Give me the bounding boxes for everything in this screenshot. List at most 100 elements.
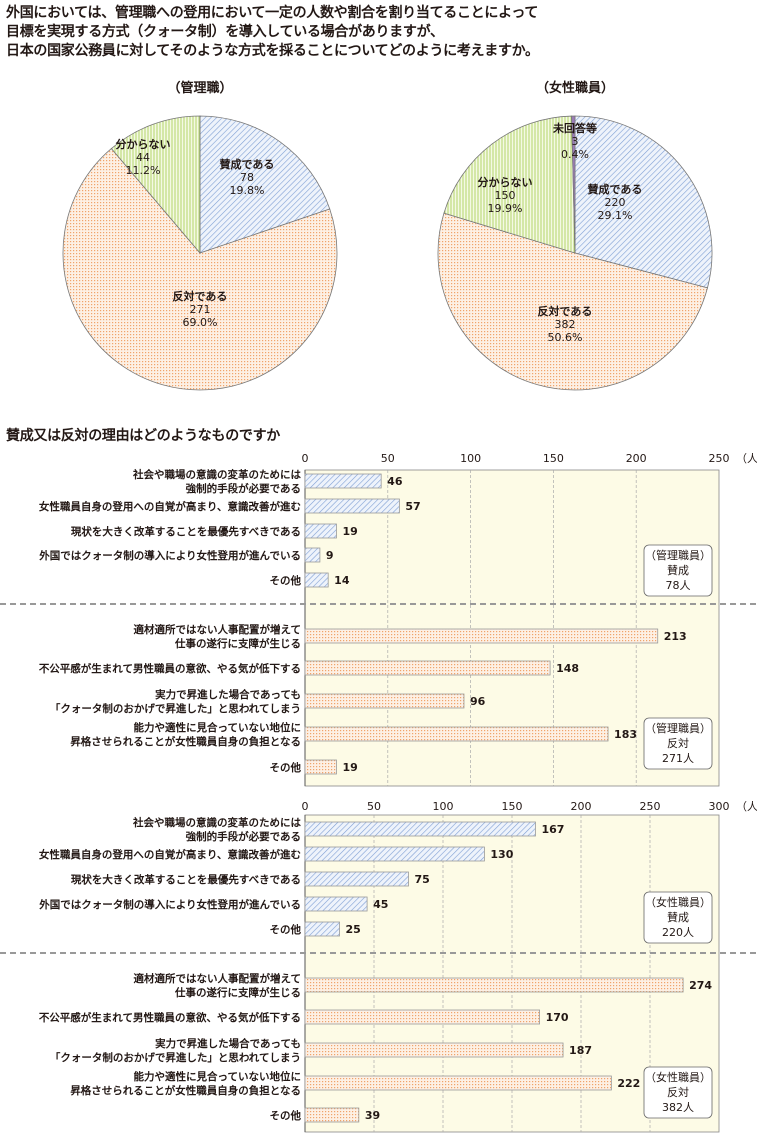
bar-category-label: 昇格させられることが女性職員自身の負担となる	[70, 735, 301, 748]
legend-text: 賛成	[667, 563, 689, 577]
bar-oppose	[304, 693, 465, 709]
legend-text: 271人	[662, 752, 694, 765]
bar-oppose	[304, 759, 337, 775]
legend-box	[643, 1066, 713, 1119]
bar-value-label: 57	[405, 500, 420, 513]
bar-value-label: 39	[365, 1109, 380, 1122]
bar-value-label: 75	[415, 873, 430, 886]
pie-slice-count: 271	[190, 303, 211, 316]
pie-slice-label: 分からない	[478, 175, 533, 189]
pie-slice-noanswer	[571, 115, 576, 254]
legend-text: 反対	[667, 736, 689, 750]
bar-oppose	[304, 977, 684, 993]
bar-category-label: 強制的手段が必要である	[186, 482, 301, 495]
pie-slice-label: 分からない	[116, 137, 171, 151]
legend-text: （女性職員）	[645, 1070, 711, 1084]
bar-category-label: 仕事の遂行に支障が生じる	[174, 986, 301, 999]
bar-agree	[304, 921, 340, 937]
legend-text: 賛成	[667, 910, 689, 924]
x-tick-label: 200	[571, 800, 592, 813]
bar-oppose	[304, 1107, 360, 1123]
pie-slice-unknown	[110, 115, 201, 255]
x-tick-label: 0	[302, 800, 309, 813]
bar-value-label: 187	[569, 1044, 592, 1057]
bar-value-label: 183	[614, 728, 637, 741]
bar-category-label: 女性職員自身の登用への自覚が高まり、意識改善が進む	[39, 848, 301, 861]
x-tick-label: 250	[640, 800, 661, 813]
pie-slice-label: 賛成である	[220, 157, 275, 171]
legend-text: 220人	[662, 926, 694, 939]
pie-slice-count: 44	[136, 151, 150, 164]
x-tick-label: 0	[302, 452, 309, 465]
pie-slice-percent: 0.4%	[561, 148, 589, 161]
bar-oppose	[304, 660, 551, 676]
bar-category-label: 女性職員自身の登用への自覚が高まり、意識改善が進む	[39, 500, 301, 513]
bar-value-label: 9	[326, 549, 334, 562]
pie-title: （女性職員）	[536, 80, 614, 96]
bar-category-label: 社会や職場の意識の変革のためには	[132, 468, 301, 481]
pie-slice-percent: 19.8%	[230, 184, 265, 197]
x-tick-label: 100	[460, 452, 481, 465]
bar-value-label: 25	[346, 923, 361, 936]
bar-value-label: 167	[541, 823, 564, 836]
x-tick-label: 50	[367, 800, 381, 813]
pie-slice-percent: 11.2%	[126, 164, 161, 177]
bar-agree	[304, 896, 368, 912]
legend-box	[643, 891, 713, 944]
pie-slice-label: 反対である	[538, 304, 593, 318]
pie-slice-count: 78	[240, 171, 254, 184]
bar-agree	[304, 498, 400, 514]
bar-agree	[304, 523, 337, 539]
bar-category-label: その他	[270, 761, 302, 774]
x-tick-label: 250	[709, 452, 730, 465]
pie-slice-label: 反対である	[173, 289, 228, 303]
bar-value-label: 222	[617, 1077, 640, 1090]
pie-slice-count: 220	[605, 196, 626, 209]
bar-category-label: 不公平感が生まれて男性職員の意欲、やる気が低下する	[39, 1011, 301, 1024]
bar-category-label: 適材適所ではない人事配置が増えて	[134, 972, 301, 985]
bar-category-label: 外国ではクォータ制の導入により女性登用が進んでいる	[38, 549, 301, 562]
legend-text: （管理職員）	[645, 721, 711, 735]
x-tick-label: 150	[502, 800, 523, 813]
bar-category-label: 「クォータ制のおかげで昇進した」と思われてしまう	[50, 1051, 301, 1064]
bar-agree	[304, 572, 329, 588]
x-tick-label: 300	[709, 800, 730, 813]
bar-agree	[304, 846, 485, 862]
bar-category-label: 現状を大きく改革することを最優先すべきである	[71, 873, 301, 886]
legend-box	[643, 717, 713, 770]
question-text: 外国においては、管理職への登用において一定の人数や割合を割り当てることによって …	[6, 5, 539, 59]
pie-slice-percent: 50.6%	[548, 331, 583, 344]
legend-text: （女性職員）	[645, 895, 711, 909]
pie-slice-oppose	[437, 212, 708, 391]
legend-text: 反対	[667, 1085, 689, 1099]
bar-category-label: 能力や適性に見合っていない地位に	[134, 721, 301, 734]
bar-value-label: 170	[546, 1011, 569, 1024]
pie-slice-label: 賛成である	[588, 182, 643, 196]
bar-agree	[304, 547, 321, 563]
pie-slice-percent: 29.1%	[598, 209, 633, 222]
legend-text: 382人	[662, 1101, 694, 1114]
bar-oppose	[304, 1009, 541, 1025]
subquestion-text: 賛成又は反対の理由はどのようなものですか	[6, 428, 280, 444]
pie-slice-oppose	[62, 147, 338, 391]
bar-oppose	[304, 726, 609, 742]
bar-category-label: 仕事の遂行に支障が生じる	[174, 637, 301, 650]
x-tick-label: 50	[381, 452, 395, 465]
pie-slice-count: 382	[555, 318, 576, 331]
x-tick-label: 200	[626, 452, 647, 465]
legend-box	[643, 544, 713, 597]
x-axis-unit: （人）	[736, 452, 757, 465]
bar-category-label: 強制的手段が必要である	[186, 830, 301, 843]
bar-category-label: 昇格させられることが女性職員自身の負担となる	[70, 1084, 301, 1097]
bar-value-label: 45	[373, 898, 388, 911]
bar-category-label: その他	[270, 923, 302, 936]
bar-agree	[304, 821, 536, 837]
pie-slice-agree	[199, 115, 331, 254]
x-tick-label: 150	[543, 452, 564, 465]
pie-slice-unknown	[443, 115, 576, 254]
pie-slice-count: 3	[572, 135, 579, 148]
pie-slice-percent: 69.0%	[183, 316, 218, 329]
bar-value-label: 19	[342, 525, 357, 538]
bar-value-label: 274	[689, 979, 712, 992]
